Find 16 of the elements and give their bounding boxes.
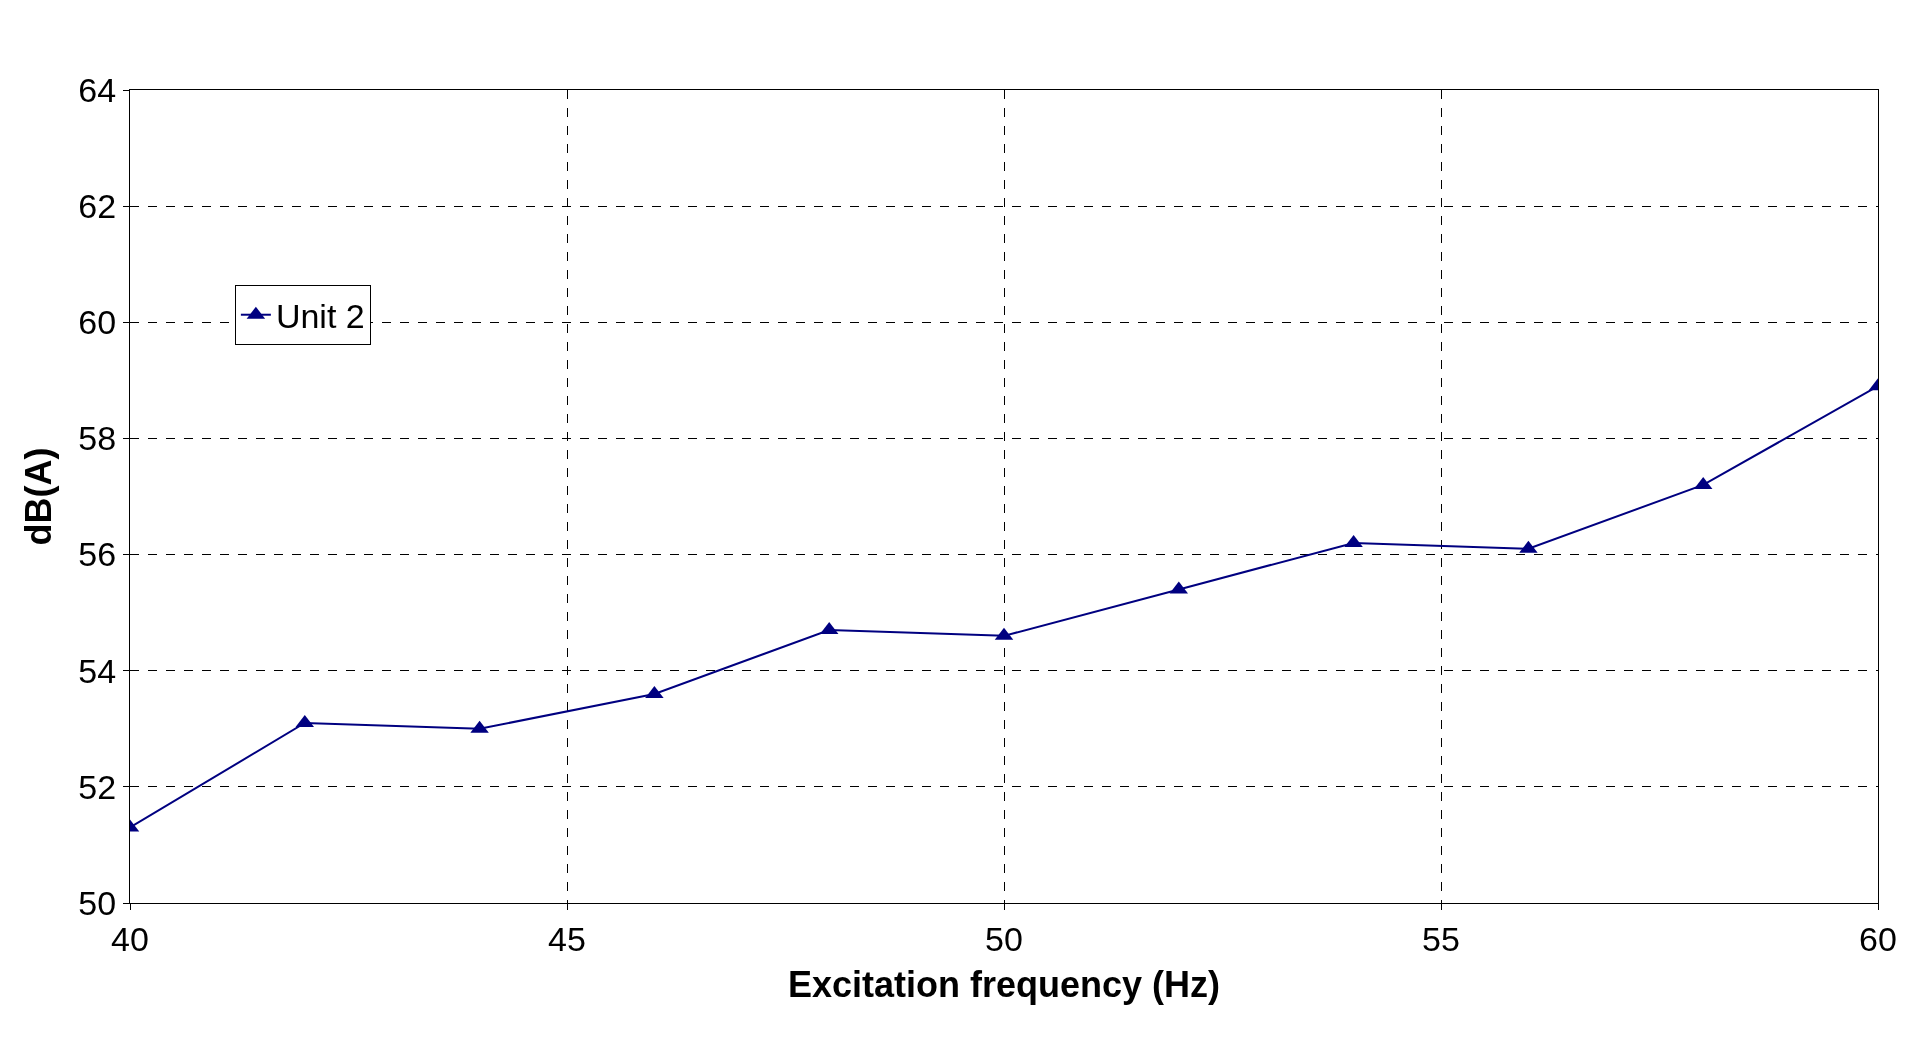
y-tick-label: 60 [78,303,117,342]
x-tick-label: 50 [985,919,1023,958]
x-tick-label: 60 [1859,919,1897,958]
y-tick-label: 58 [78,419,117,458]
y-tick-label: 52 [78,767,117,806]
x-tick-label: 40 [111,919,149,958]
x-axis-title: Excitation frequency (Hz) [787,964,1221,1006]
y-tick-label: 64 [78,70,117,109]
y-axis-title: dB(A) [18,447,60,546]
y-tick-label: 50 [78,883,117,922]
x-tick-label: 55 [1422,919,1460,958]
y-tick-label: 62 [78,187,117,226]
legend-label: Unit 2 [275,296,365,335]
y-tick-label: 54 [78,651,117,690]
y-tick-label: 56 [78,535,117,574]
x-tick-label: 45 [548,919,586,958]
